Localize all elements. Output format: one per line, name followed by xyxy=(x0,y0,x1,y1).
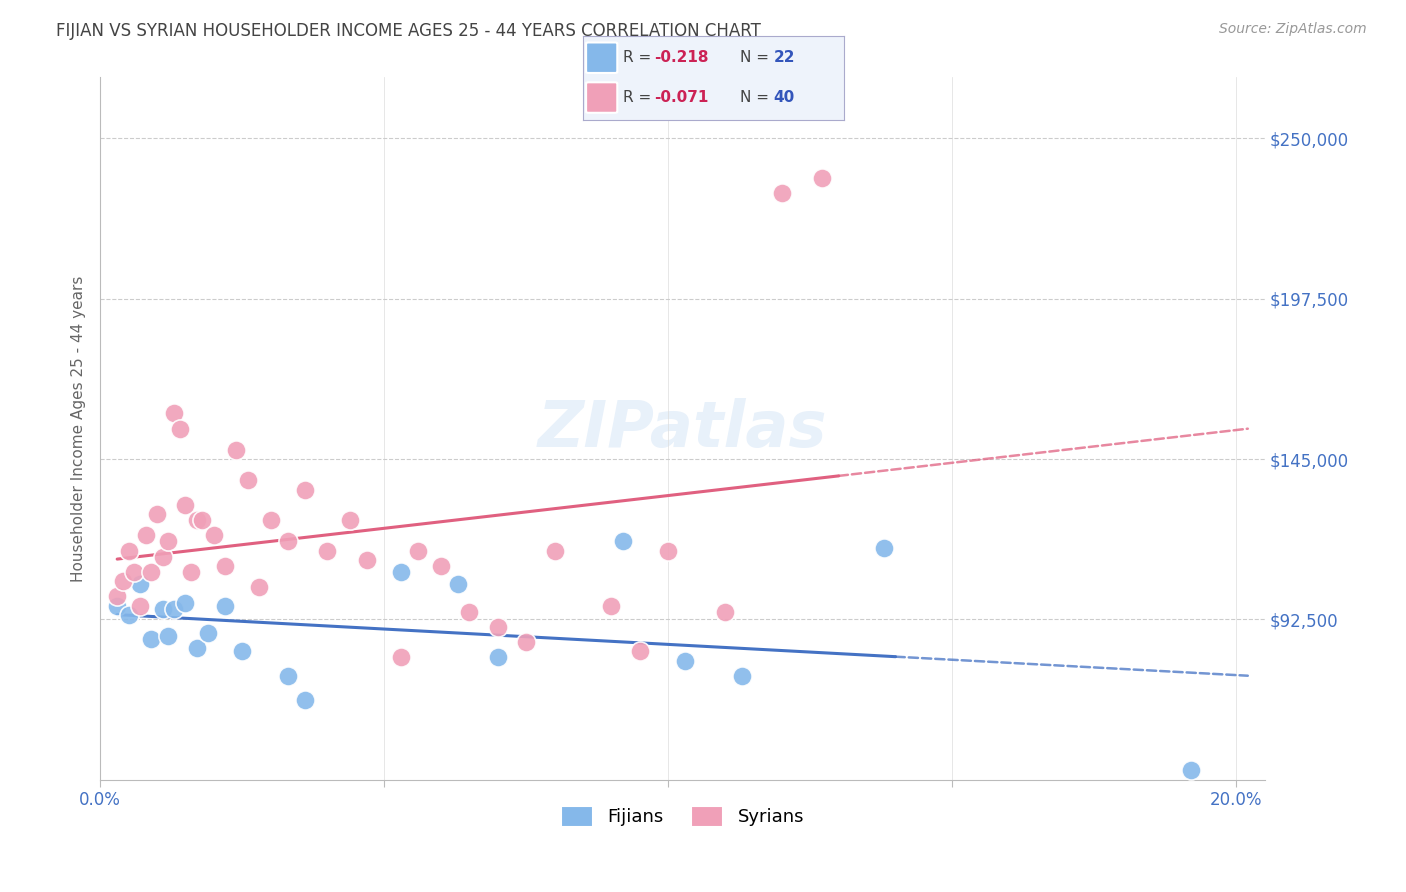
Point xyxy=(486,650,509,665)
Point xyxy=(259,513,281,527)
Text: -0.218: -0.218 xyxy=(654,50,709,65)
Point xyxy=(408,543,430,558)
Point xyxy=(152,549,174,564)
Point xyxy=(141,565,163,579)
Point xyxy=(135,528,157,542)
Point xyxy=(202,528,225,542)
Point xyxy=(157,629,180,643)
Point xyxy=(294,693,316,707)
Point xyxy=(600,599,623,613)
Point xyxy=(628,644,651,658)
Point xyxy=(810,171,832,186)
Point xyxy=(146,507,169,521)
Point xyxy=(294,483,316,497)
Point xyxy=(191,513,214,527)
Point xyxy=(214,599,236,613)
Point xyxy=(458,605,481,619)
Point xyxy=(152,601,174,615)
Text: N =: N = xyxy=(740,50,773,65)
Point xyxy=(117,543,139,558)
Point xyxy=(316,543,339,558)
Text: -0.071: -0.071 xyxy=(654,90,709,105)
Point xyxy=(430,558,453,573)
Text: R =: R = xyxy=(623,50,655,65)
Point xyxy=(163,406,186,420)
Point xyxy=(277,534,299,549)
Point xyxy=(117,607,139,622)
Point xyxy=(515,635,537,649)
Point xyxy=(141,632,163,647)
Point xyxy=(174,595,197,609)
Point xyxy=(236,474,259,488)
Legend: Fijians, Syrians: Fijians, Syrians xyxy=(554,798,811,834)
Point xyxy=(714,605,737,619)
Point xyxy=(389,650,412,665)
Point xyxy=(486,620,509,634)
Point xyxy=(673,654,696,668)
Point xyxy=(180,565,202,579)
Point xyxy=(157,534,180,549)
Point xyxy=(214,558,236,573)
Point xyxy=(225,442,247,457)
Point xyxy=(612,534,634,549)
Point xyxy=(277,669,299,683)
Point xyxy=(873,541,896,555)
Point xyxy=(163,601,186,615)
Text: ZIPatlas: ZIPatlas xyxy=(537,398,827,459)
Point xyxy=(1180,764,1202,778)
Text: FIJIAN VS SYRIAN HOUSEHOLDER INCOME AGES 25 - 44 YEARS CORRELATION CHART: FIJIAN VS SYRIAN HOUSEHOLDER INCOME AGES… xyxy=(56,22,761,40)
Point xyxy=(129,599,152,613)
Point xyxy=(389,565,412,579)
Point xyxy=(731,669,754,683)
Point xyxy=(105,599,128,613)
Text: Source: ZipAtlas.com: Source: ZipAtlas.com xyxy=(1219,22,1367,37)
Point xyxy=(169,421,191,435)
FancyBboxPatch shape xyxy=(586,82,617,112)
Point xyxy=(247,580,270,594)
Point xyxy=(122,565,145,579)
Point xyxy=(356,553,378,567)
Point xyxy=(197,626,219,640)
Point xyxy=(231,644,253,658)
Point xyxy=(543,543,565,558)
Text: N =: N = xyxy=(740,90,773,105)
Point xyxy=(186,641,208,656)
Y-axis label: Householder Income Ages 25 - 44 years: Householder Income Ages 25 - 44 years xyxy=(72,276,86,582)
FancyBboxPatch shape xyxy=(586,43,617,73)
Text: R =: R = xyxy=(623,90,655,105)
Point xyxy=(186,513,208,527)
Text: 40: 40 xyxy=(773,90,794,105)
Point xyxy=(447,577,470,591)
Point xyxy=(129,577,152,591)
Point xyxy=(111,574,134,589)
Point xyxy=(657,543,679,558)
Point xyxy=(105,590,128,604)
Point xyxy=(339,513,361,527)
Point xyxy=(770,186,793,201)
Text: 22: 22 xyxy=(773,50,794,65)
Point xyxy=(174,498,197,512)
